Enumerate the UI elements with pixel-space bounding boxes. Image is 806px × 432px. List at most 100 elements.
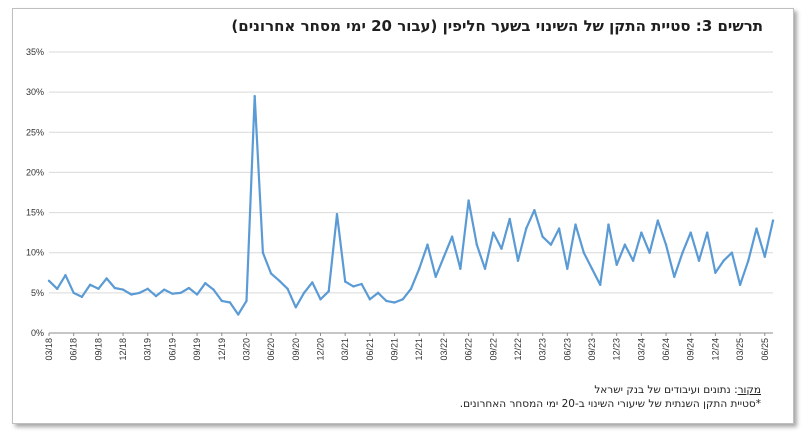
data-point: [146, 287, 149, 291]
data-point: [492, 231, 495, 234]
x-tick-label: 03/25: [735, 338, 745, 361]
data-point: [516, 259, 520, 262]
data-point: [113, 286, 117, 290]
data-point: [245, 299, 248, 303]
data-point: [755, 227, 758, 230]
data-point: [508, 217, 511, 221]
data-point: [714, 271, 717, 274]
x-tick-label: 03/22: [439, 338, 449, 361]
y-tick-label: 30%: [26, 87, 44, 97]
data-point: [130, 293, 133, 296]
data-point: [220, 299, 223, 303]
data-point: [722, 259, 725, 262]
data-point: [747, 259, 750, 262]
x-tick-label: 09/18: [93, 338, 103, 361]
data-point: [154, 294, 158, 298]
data-point: [599, 283, 602, 287]
data-point: [138, 291, 141, 295]
y-tick-label: 5%: [31, 288, 44, 298]
data-point: [459, 267, 462, 270]
data-point: [738, 283, 742, 287]
data-point: [204, 282, 207, 285]
x-tick-label: 09/22: [488, 338, 498, 361]
data-point: [533, 208, 536, 212]
x-tick-label: 12/23: [612, 338, 622, 361]
data-point: [228, 301, 232, 304]
x-tick-label: 12/24: [710, 338, 720, 361]
data-point: [500, 247, 503, 250]
data-point: [80, 295, 84, 299]
data-point: [47, 279, 51, 283]
x-tick-label: 06/23: [562, 338, 572, 361]
data-point: [648, 251, 651, 254]
data-point: [64, 273, 67, 277]
data-point: [615, 263, 618, 266]
source-text: : נתונים ועיבודים של בנק ישראל: [594, 384, 738, 396]
x-axis-labels: 03/18 06/18 09/18 12/18 03/19 06/19 09/19 12/19…: [44, 338, 770, 361]
series-line: [48, 95, 775, 316]
data-point: [607, 223, 610, 226]
data-point: [450, 235, 454, 238]
data-point: [56, 287, 59, 291]
data-point: [763, 255, 766, 258]
data-point: [393, 301, 396, 304]
data-point: [541, 235, 544, 238]
data-point: [72, 291, 75, 295]
data-point: [269, 272, 273, 275]
data-point: [549, 243, 553, 246]
data-point: [88, 283, 92, 287]
data-point: [673, 275, 676, 278]
data-point: [409, 287, 413, 291]
data-point: [689, 231, 692, 234]
data-point: [121, 288, 125, 291]
series-group: [47, 94, 775, 316]
x-tick-label: 09/19: [192, 338, 202, 361]
x-tick-label: 06/19: [167, 338, 177, 361]
data-point: [566, 267, 569, 270]
data-point: [557, 227, 561, 230]
data-point: [475, 243, 479, 246]
x-tick-label: 03/21: [340, 338, 350, 361]
x-tick-label: 06/22: [464, 338, 474, 361]
x-tick-label: 12/22: [513, 338, 523, 361]
x-tick-label: 09/20: [291, 338, 301, 361]
data-point: [590, 267, 594, 270]
y-tick-label: 20%: [26, 167, 44, 177]
data-point: [442, 255, 446, 258]
x-tick-label: 06/21: [365, 338, 375, 361]
data-point: [294, 306, 298, 309]
data-point: [179, 291, 182, 295]
data-point: [327, 290, 330, 293]
data-point: [483, 267, 487, 270]
data-point: [171, 292, 174, 295]
x-tick-label: 03/18: [44, 338, 54, 361]
data-point: [368, 298, 372, 301]
y-tick-label: 25%: [26, 127, 44, 137]
footnote: *סטיית התקן השנתית של שיעורי השינוי ב-20…: [459, 398, 761, 410]
data-point: [656, 219, 660, 222]
data-point: [681, 251, 684, 254]
data-point: [162, 288, 166, 291]
x-tick-label: 12/19: [217, 338, 227, 361]
data-point: [705, 231, 709, 234]
x-tick-label: 06/18: [69, 338, 79, 361]
x-tick-label: 06/20: [266, 338, 276, 361]
data-point: [582, 251, 585, 254]
data-point: [97, 287, 100, 291]
data-point: [302, 291, 306, 295]
data-point: [352, 285, 355, 288]
y-tick-label: 10%: [26, 248, 44, 258]
data-point: [187, 286, 191, 290]
grid-lines: [48, 51, 773, 336]
x-tick-label: 06/25: [760, 338, 770, 361]
x-tick-label: 03/24: [636, 338, 646, 361]
source-note: מקור: נתונים ועיבודים של בנק ישראל *סטיי…: [460, 383, 761, 411]
x-tick-label: 09/23: [587, 338, 597, 361]
data-point: [311, 281, 314, 284]
data-point: [278, 279, 281, 283]
data-point: [237, 313, 240, 316]
data-point: [401, 298, 404, 301]
x-tick-label: 12/21: [414, 338, 424, 361]
x-tick-label: 12/18: [118, 338, 128, 361]
x-tick-label: 03/20: [241, 338, 251, 361]
